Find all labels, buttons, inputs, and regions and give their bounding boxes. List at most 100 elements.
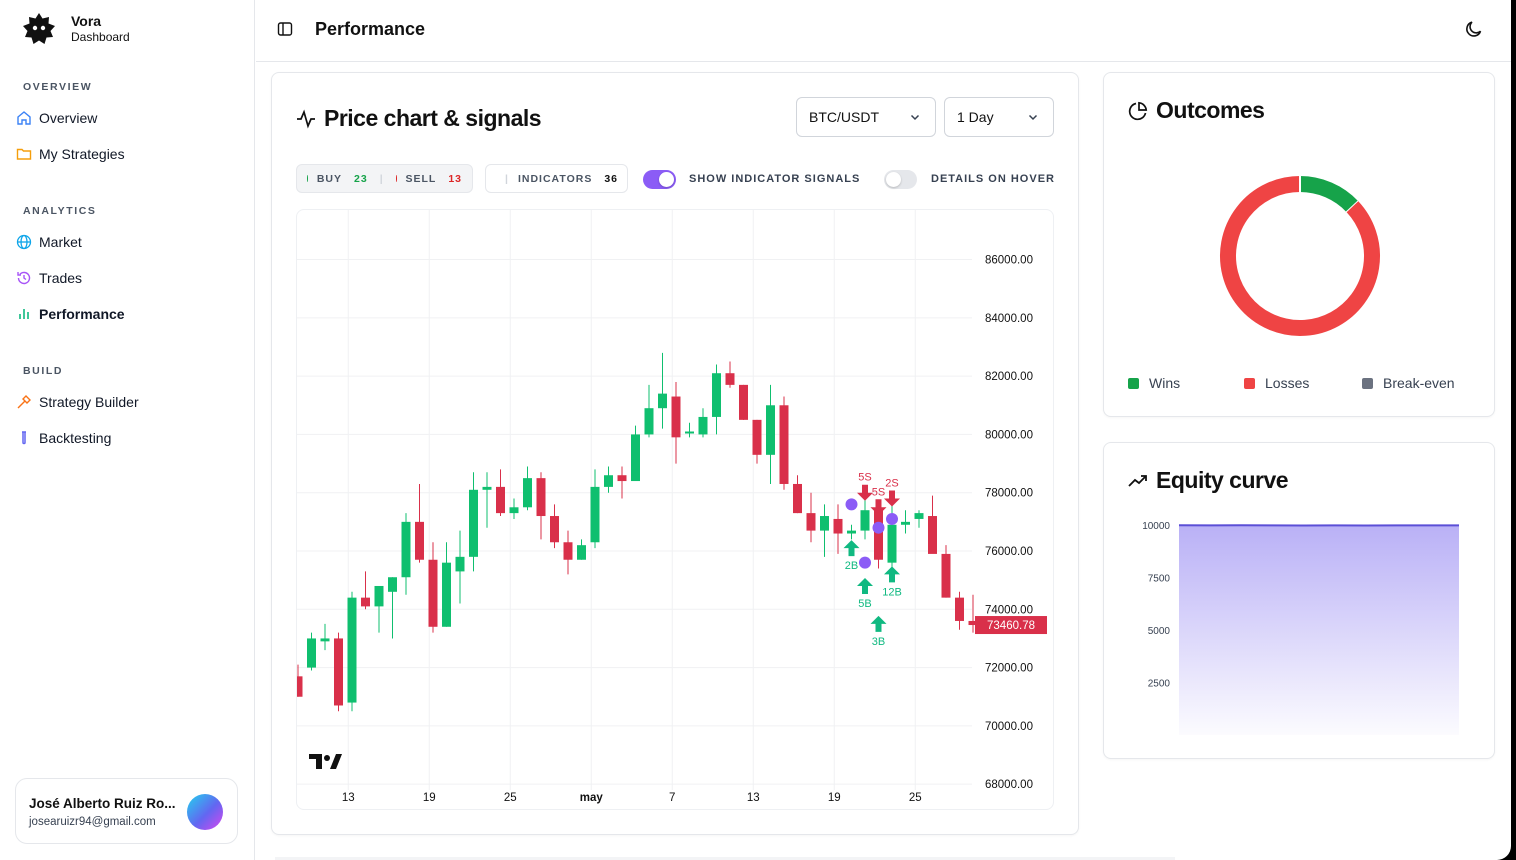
indicator-dot bbox=[886, 512, 898, 525]
show-signals-toggle[interactable] bbox=[643, 170, 676, 189]
sell-dot bbox=[395, 175, 397, 182]
candle-body bbox=[752, 419, 762, 455]
brand[interactable]: Vora Dashboard bbox=[22, 12, 130, 46]
signal-label: 5S bbox=[858, 472, 871, 484]
globe-icon bbox=[15, 234, 32, 251]
y-tick-label: 68000.00 bbox=[985, 779, 1033, 791]
legend-label: Break-even bbox=[1383, 375, 1455, 391]
user-card[interactable]: José Alberto Ruiz Ro... josearuizr94@gma… bbox=[15, 778, 238, 844]
sidebar-item-market[interactable]: Market bbox=[15, 228, 240, 256]
y-tick-label: 70000.00 bbox=[985, 721, 1033, 733]
legend-losses[interactable]: Losses bbox=[1244, 375, 1309, 391]
interval-select[interactable]: 1 Day bbox=[944, 97, 1054, 137]
sidebar-item-strategy-builder[interactable]: Strategy Builder bbox=[15, 388, 240, 416]
show-signals-label: SHOW INDICATOR SIGNALS bbox=[689, 173, 861, 185]
candle-body bbox=[914, 513, 924, 519]
y-tick-label: 10000 bbox=[1142, 521, 1170, 532]
candle-body bbox=[334, 638, 343, 706]
indicator-dot bbox=[859, 556, 871, 569]
candle-body bbox=[712, 373, 721, 417]
sidebar-toggle-icon[interactable] bbox=[277, 21, 293, 37]
candle-body bbox=[941, 553, 951, 598]
y-tick-label: 72000.00 bbox=[985, 663, 1033, 675]
signal-label: 5B bbox=[858, 598, 871, 610]
equity-card: Equity curve 10000 7500 5000 2500 bbox=[1103, 442, 1495, 759]
candle-body bbox=[388, 577, 397, 592]
candle-body bbox=[442, 562, 451, 627]
candle-body bbox=[415, 521, 424, 560]
indicator-dot bbox=[845, 498, 858, 511]
history-icon bbox=[15, 270, 32, 287]
sell-signal-arrow bbox=[870, 499, 887, 516]
candle-body bbox=[604, 475, 613, 487]
last-price-tag bbox=[975, 616, 1047, 635]
sidebar-item-label: Strategy Builder bbox=[39, 394, 139, 410]
buy-count: 23 bbox=[354, 172, 368, 185]
pair-select-value: BTC/USDT bbox=[809, 109, 879, 125]
equity-area-chart: 10000 7500 5000 2500 bbox=[1142, 521, 1460, 735]
legend-swatch bbox=[1244, 377, 1255, 389]
buy-sell-counts: BUY 23 | SELL 13 bbox=[296, 164, 473, 193]
candle-body bbox=[874, 510, 883, 560]
signal-label: 12B bbox=[882, 586, 902, 598]
sidebar-item-trades[interactable]: Trades bbox=[15, 264, 240, 292]
trending-up-icon bbox=[1128, 471, 1148, 491]
sidebar-item-label: My Strategies bbox=[39, 146, 125, 162]
legend-break-even[interactable]: Break-even bbox=[1362, 375, 1455, 391]
divider bbox=[275, 857, 1175, 860]
price-chart-card: Price chart & signals BTC/USDT 1 Day BUY… bbox=[271, 72, 1079, 835]
candle-body bbox=[469, 489, 478, 557]
y-tick-label: 2500 bbox=[1148, 679, 1171, 690]
legend-swatch bbox=[1128, 377, 1139, 389]
logo-icon bbox=[23, 13, 55, 44]
sidebar-item-overview[interactable]: Overview bbox=[15, 104, 240, 132]
candle-body bbox=[374, 585, 384, 607]
donut-gap bbox=[1345, 199, 1360, 214]
outcomes-title: Outcomes bbox=[1128, 97, 1265, 124]
signal-label: 2B bbox=[845, 560, 858, 572]
candle-body bbox=[320, 638, 330, 642]
candle-body bbox=[887, 524, 897, 563]
details-hover-toggle[interactable] bbox=[884, 170, 917, 189]
candle-body bbox=[860, 510, 870, 531]
candle-body bbox=[307, 638, 316, 668]
avatar[interactable] bbox=[187, 794, 223, 830]
candle-body bbox=[901, 521, 910, 525]
legend-label: Wins bbox=[1149, 375, 1181, 391]
moon-icon[interactable] bbox=[1464, 19, 1484, 39]
details-hover-label: DETAILS ON HOVER bbox=[931, 173, 1055, 185]
sidebar-item-performance[interactable]: Performance bbox=[15, 300, 240, 328]
candle-body bbox=[968, 620, 978, 626]
indicators-count: | INDICATORS 36 bbox=[485, 164, 628, 193]
candle-body bbox=[833, 518, 843, 534]
x-tick-label: 13 bbox=[342, 792, 355, 804]
home-icon bbox=[15, 110, 32, 127]
y-tick-label: 80000.00 bbox=[985, 429, 1033, 441]
outcomes-title-text: Outcomes bbox=[1156, 97, 1265, 123]
indicators-count-value: 36 bbox=[604, 172, 619, 185]
candle-body bbox=[955, 597, 964, 621]
sidebar-item-label: Market bbox=[39, 234, 82, 250]
hammer-icon bbox=[15, 394, 32, 411]
legend-label: Losses bbox=[1265, 375, 1310, 391]
candle-body bbox=[658, 393, 667, 409]
legend-wins[interactable]: Wins bbox=[1128, 375, 1180, 391]
candle-body bbox=[401, 521, 411, 578]
candle-body bbox=[482, 486, 492, 490]
chevron-down-icon bbox=[1028, 114, 1038, 121]
candle-body bbox=[563, 542, 573, 560]
candle-body bbox=[523, 478, 532, 508]
sell-count: 13 bbox=[448, 172, 462, 185]
sidebar-item-backtesting[interactable]: Backtesting bbox=[15, 424, 240, 452]
outcomes-card: Outcomes Wins Losses Break-even bbox=[1103, 72, 1495, 417]
candlestick-chart[interactable]: 86000.00 84000.00 82000.00 80000.00 78000.00… bbox=[296, 209, 1054, 810]
buy-signal-arrow bbox=[857, 577, 873, 594]
y-tick-label: 86000.00 bbox=[985, 255, 1033, 267]
sidebar-item-my-strategies[interactable]: My Strategies bbox=[15, 140, 240, 168]
pair-select[interactable]: BTC/USDT bbox=[796, 97, 936, 137]
user-email: josearuizr94@gmail.com bbox=[29, 816, 156, 828]
logo-part bbox=[324, 755, 330, 761]
candle-body bbox=[550, 516, 559, 543]
brand-subtitle: Dashboard bbox=[71, 30, 130, 44]
interval-select-value: 1 Day bbox=[957, 109, 994, 125]
